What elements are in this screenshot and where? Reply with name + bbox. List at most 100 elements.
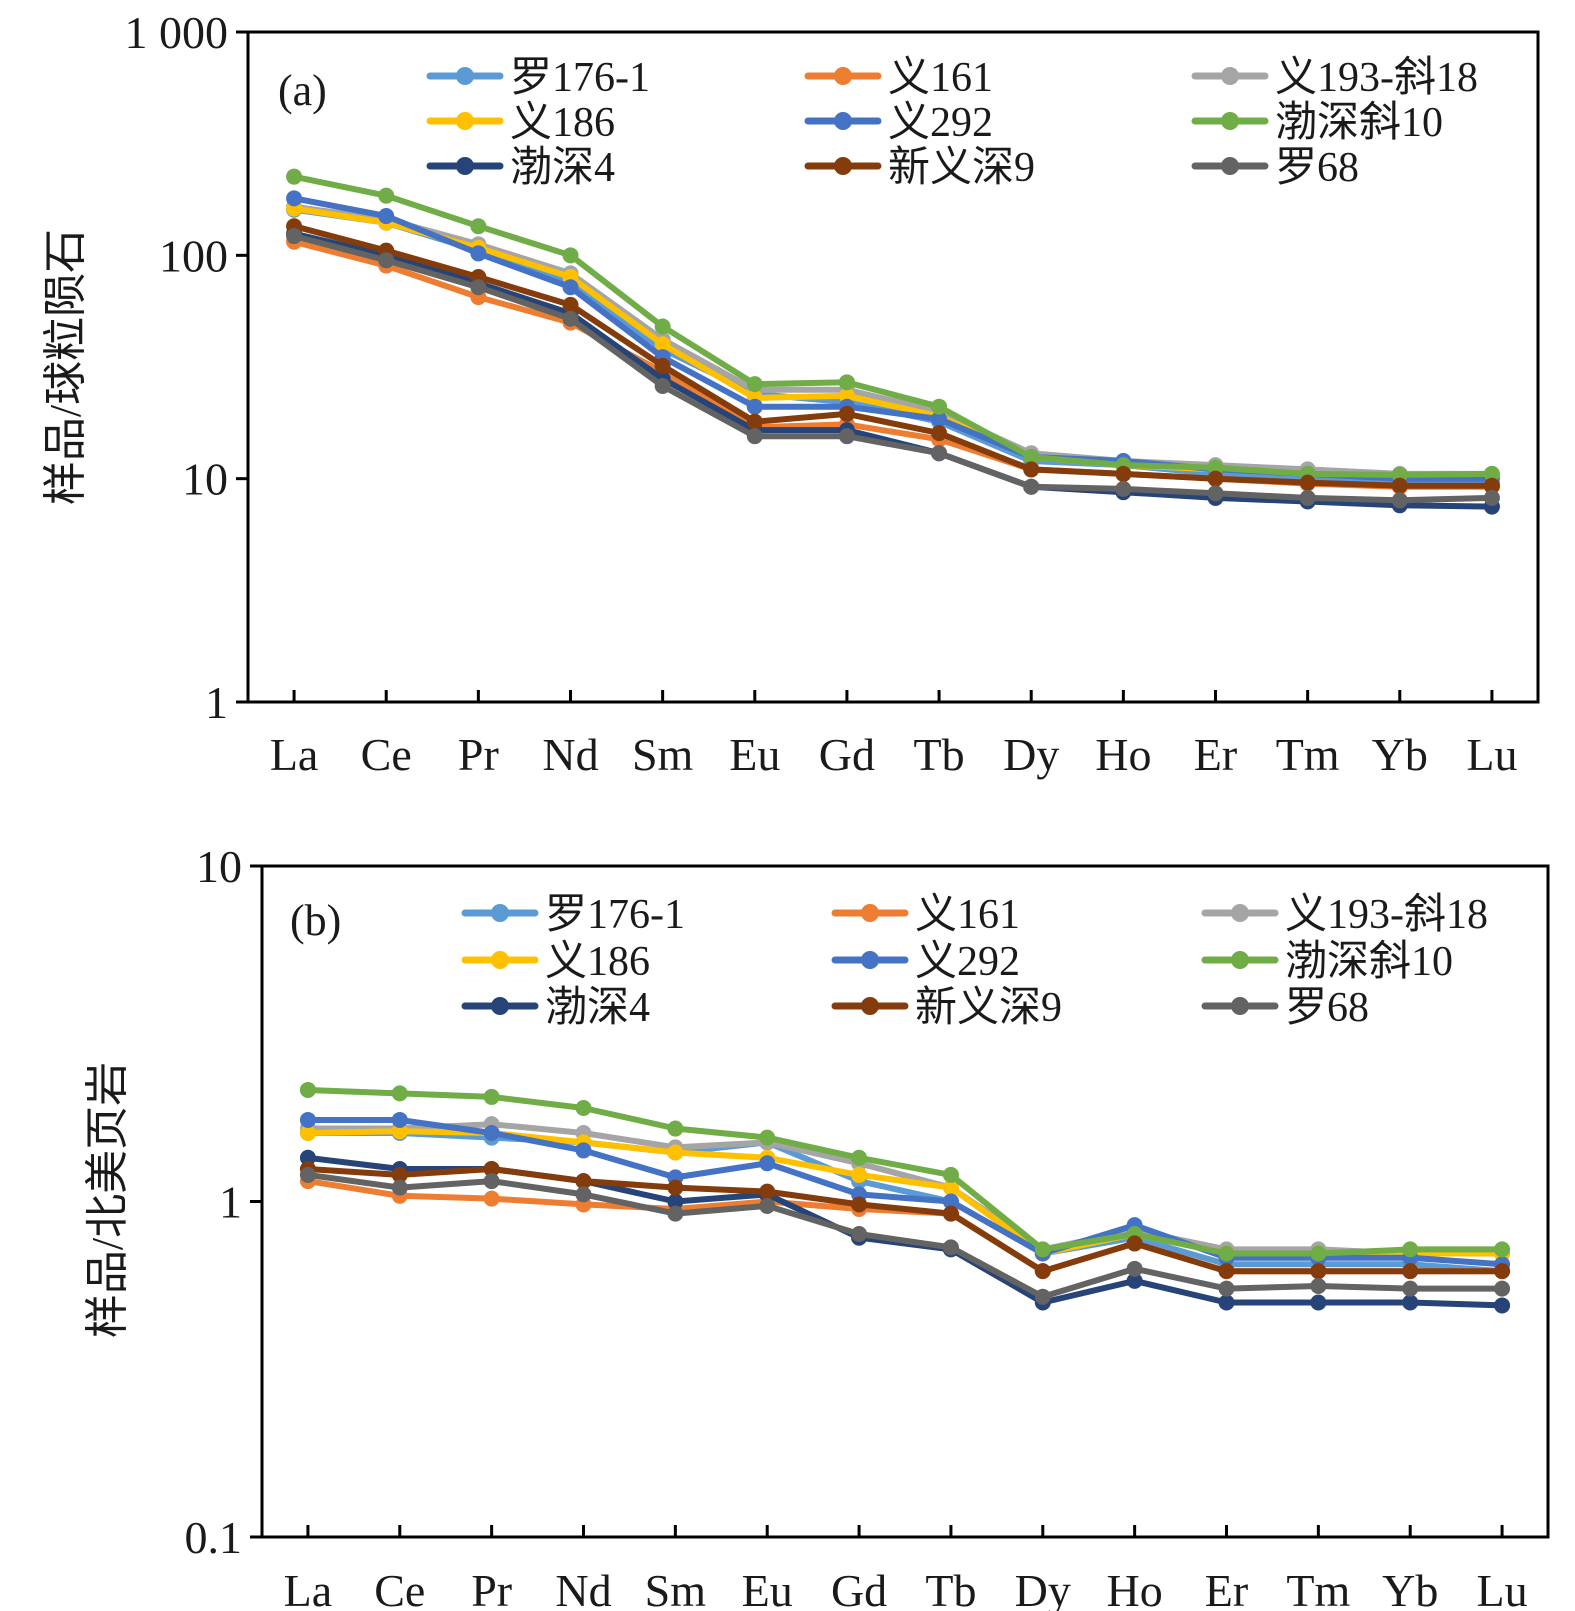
data-point — [1023, 461, 1040, 478]
data-point — [483, 1160, 500, 1177]
data-point — [942, 1179, 959, 1196]
data-point — [851, 1196, 868, 1213]
data-point — [1391, 477, 1408, 494]
data-point — [1126, 1260, 1143, 1277]
data-point — [1218, 1263, 1235, 1280]
x-tick-label: Nd — [555, 1565, 611, 1611]
y-tick-label: 0.1 — [185, 1512, 243, 1563]
legend-label: 罗176-1 — [545, 892, 685, 938]
x-tick-label: Tm — [1276, 729, 1340, 780]
x-tick-label: Sm — [645, 1565, 707, 1611]
data-point — [483, 1173, 500, 1190]
data-point — [562, 247, 579, 264]
data-point — [759, 1197, 776, 1214]
data-point — [1402, 1263, 1419, 1280]
data-point — [667, 1193, 684, 1210]
legend-swatch-marker — [861, 904, 879, 922]
legend-label: 罗68 — [1285, 985, 1369, 1031]
legend-label: 义186 — [510, 100, 615, 146]
data-point — [1310, 1277, 1327, 1294]
data-point — [851, 1226, 868, 1243]
series-8 — [286, 228, 1500, 509]
series-line — [304, 1087, 1506, 1257]
legend-swatch-marker — [834, 67, 852, 85]
x-tick-label: Ho — [1095, 729, 1151, 780]
data-point — [838, 405, 855, 422]
data-point — [391, 1179, 408, 1196]
data-point — [1023, 478, 1040, 495]
data-point — [1034, 1288, 1051, 1305]
legend-swatch-marker — [1231, 904, 1249, 922]
data-point — [1218, 1280, 1235, 1297]
legend-swatch-marker — [491, 904, 509, 922]
legend-swatch-marker — [1221, 157, 1239, 175]
data-point — [299, 1125, 316, 1142]
legend-label: 渤深斜10 — [1285, 939, 1453, 985]
x-tick-label: La — [270, 729, 319, 780]
legend-swatch-marker — [491, 951, 509, 969]
legend-label: 渤深斜10 — [1275, 100, 1443, 146]
legend-swatch-marker — [1221, 112, 1239, 130]
plot-frame — [246, 30, 1540, 704]
data-point — [575, 1142, 592, 1159]
data-point — [746, 428, 763, 445]
legend-swatch-marker — [1221, 67, 1239, 85]
legend-swatch-marker — [1231, 997, 1249, 1015]
data-point — [299, 1166, 316, 1183]
data-point — [838, 374, 855, 391]
x-tick-label: La — [284, 1565, 333, 1611]
x-tick-label: Gd — [831, 1565, 887, 1611]
data-point — [1115, 480, 1132, 497]
data-point — [1310, 1294, 1327, 1311]
legend-label: 渤深4 — [510, 145, 615, 191]
data-point — [931, 410, 948, 427]
data-point — [1494, 1241, 1511, 1258]
series-8 — [299, 1166, 1511, 1305]
legend-swatch-marker — [456, 67, 474, 85]
legend-label: 罗176-1 — [510, 55, 650, 101]
data-point — [391, 1111, 408, 1128]
data-point — [931, 445, 948, 462]
legend-item: 罗68 — [1201, 985, 1369, 1031]
legend-item: 渤深斜10 — [1191, 100, 1443, 146]
data-point — [1126, 1272, 1143, 1289]
legend-swatch-marker — [834, 112, 852, 130]
x-tick-label: Sm — [632, 729, 694, 780]
x-tick-label: Dy — [1003, 729, 1059, 780]
y-tick-label: 10 — [196, 841, 242, 892]
data-point — [286, 168, 303, 185]
data-point — [1299, 489, 1316, 506]
data-point — [1218, 1245, 1235, 1262]
y-axis-label: 样品/北美页岩 — [83, 1062, 132, 1338]
data-point — [746, 413, 763, 430]
legend-item: 渤深4 — [461, 985, 650, 1031]
data-point — [286, 228, 303, 245]
series-line — [304, 1117, 1506, 1268]
series-line — [291, 233, 1495, 504]
data-point — [1483, 465, 1500, 482]
data-point — [483, 1088, 500, 1105]
legend-label: 义161 — [888, 55, 993, 101]
x-tick-label: Lu — [1466, 729, 1517, 780]
series-line — [304, 1171, 1506, 1300]
x-tick-label: Pr — [458, 729, 499, 780]
data-point — [1115, 465, 1132, 482]
data-point — [1034, 1241, 1051, 1258]
data-point — [1402, 1294, 1419, 1311]
data-point — [851, 1149, 868, 1166]
x-tick-label: Tm — [1286, 1565, 1350, 1611]
data-point — [378, 252, 395, 269]
x-tick-label: Eu — [742, 1565, 793, 1611]
data-point — [667, 1120, 684, 1137]
data-point — [575, 1099, 592, 1116]
x-tick-label: Dy — [1015, 1565, 1071, 1611]
data-point — [759, 1155, 776, 1172]
legend-item: 义193-斜18 — [1191, 55, 1478, 101]
data-point — [1034, 1263, 1051, 1280]
data-point — [931, 398, 948, 415]
data-point — [942, 1205, 959, 1222]
data-point — [654, 357, 671, 374]
legend-label: 义186 — [545, 939, 650, 985]
legend-label: 义292 — [888, 100, 993, 146]
